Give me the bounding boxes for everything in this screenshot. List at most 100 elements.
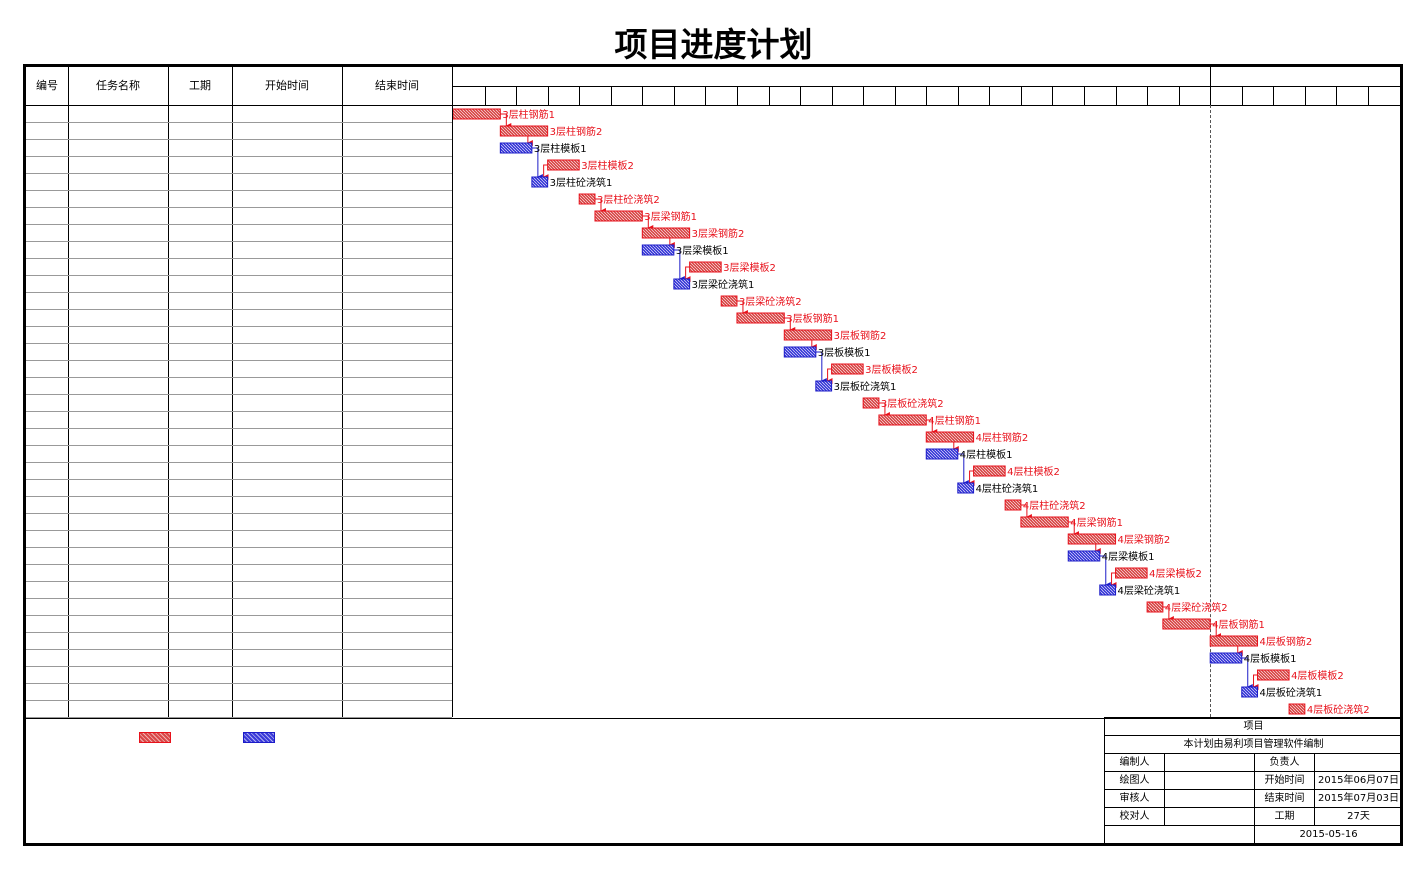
task-id[interactable]: [29, 344, 67, 361]
task-start[interactable]: [232, 565, 342, 582]
task-start[interactable]: [232, 480, 342, 497]
task-end[interactable]: [342, 616, 452, 633]
task-end[interactable]: [342, 208, 452, 225]
task-duration[interactable]: [168, 293, 229, 310]
task-duration[interactable]: [168, 650, 229, 667]
task-start[interactable]: [232, 293, 342, 310]
task-id[interactable]: [29, 259, 67, 276]
task-duration[interactable]: [168, 174, 229, 191]
task-id[interactable]: [29, 497, 67, 514]
task-start[interactable]: [232, 667, 342, 684]
task-duration[interactable]: [168, 633, 229, 650]
column-header-3[interactable]: 开始时间: [265, 79, 309, 92]
task-duration[interactable]: [168, 191, 229, 208]
task-id[interactable]: [29, 361, 67, 378]
task-name[interactable]: [73, 599, 167, 616]
task-start[interactable]: [232, 395, 342, 412]
task-start[interactable]: [232, 514, 342, 531]
column-header-0[interactable]: 编号: [36, 79, 58, 92]
task-id[interactable]: [29, 225, 67, 242]
task-end[interactable]: [342, 582, 452, 599]
task-start[interactable]: [232, 463, 342, 480]
task-end[interactable]: [342, 140, 452, 157]
task-start[interactable]: [232, 599, 342, 616]
task-end[interactable]: [342, 378, 452, 395]
task-id[interactable]: [29, 582, 67, 599]
task-end[interactable]: [342, 667, 452, 684]
task-end[interactable]: [342, 650, 452, 667]
task-name[interactable]: [73, 242, 167, 259]
task-name[interactable]: [73, 582, 167, 599]
task-end[interactable]: [342, 225, 452, 242]
task-start[interactable]: [232, 140, 342, 157]
task-name[interactable]: [73, 310, 167, 327]
task-duration[interactable]: [168, 310, 229, 327]
task-id[interactable]: [29, 395, 67, 412]
task-end[interactable]: [342, 242, 452, 259]
task-duration[interactable]: [168, 616, 229, 633]
task-id[interactable]: [29, 123, 67, 140]
task-id[interactable]: [29, 106, 67, 123]
task-id[interactable]: [29, 208, 67, 225]
task-id[interactable]: [29, 157, 67, 174]
task-id[interactable]: [29, 446, 67, 463]
task-end[interactable]: [342, 497, 452, 514]
task-id[interactable]: [29, 242, 67, 259]
task-id[interactable]: [29, 531, 67, 548]
task-duration[interactable]: [168, 599, 229, 616]
task-id[interactable]: [29, 174, 67, 191]
task-name[interactable]: [73, 667, 167, 684]
task-start[interactable]: [232, 582, 342, 599]
task-end[interactable]: [342, 531, 452, 548]
task-start[interactable]: [232, 344, 342, 361]
task-name[interactable]: [73, 344, 167, 361]
task-duration[interactable]: [168, 242, 229, 259]
task-start[interactable]: [232, 412, 342, 429]
task-end[interactable]: [342, 633, 452, 650]
task-id[interactable]: [29, 599, 67, 616]
task-start[interactable]: [232, 446, 342, 463]
task-duration[interactable]: [168, 531, 229, 548]
task-start[interactable]: [232, 242, 342, 259]
task-name[interactable]: [73, 361, 167, 378]
task-name[interactable]: [73, 157, 167, 174]
task-id[interactable]: [29, 650, 67, 667]
task-id[interactable]: [29, 140, 67, 157]
task-start[interactable]: [232, 378, 342, 395]
task-name[interactable]: [73, 225, 167, 242]
task-start[interactable]: [232, 429, 342, 446]
task-end[interactable]: [342, 174, 452, 191]
task-duration[interactable]: [168, 565, 229, 582]
task-duration[interactable]: [168, 446, 229, 463]
task-start[interactable]: [232, 276, 342, 293]
task-duration[interactable]: [168, 208, 229, 225]
task-name[interactable]: [73, 429, 167, 446]
task-id[interactable]: [29, 191, 67, 208]
task-id[interactable]: [29, 684, 67, 701]
task-duration[interactable]: [168, 157, 229, 174]
task-start[interactable]: [232, 327, 342, 344]
task-name[interactable]: [73, 293, 167, 310]
task-duration[interactable]: [168, 514, 229, 531]
task-name[interactable]: [73, 616, 167, 633]
task-duration[interactable]: [168, 276, 229, 293]
task-end[interactable]: [342, 412, 452, 429]
task-id[interactable]: [29, 378, 67, 395]
task-name[interactable]: [73, 463, 167, 480]
task-duration[interactable]: [168, 480, 229, 497]
task-start[interactable]: [232, 310, 342, 327]
task-end[interactable]: [342, 446, 452, 463]
task-end[interactable]: [342, 565, 452, 582]
task-name[interactable]: [73, 701, 167, 718]
task-duration[interactable]: [168, 361, 229, 378]
task-name[interactable]: [73, 684, 167, 701]
task-id[interactable]: [29, 310, 67, 327]
task-start[interactable]: [232, 616, 342, 633]
column-header-1[interactable]: 任务名称: [96, 79, 140, 92]
task-id[interactable]: [29, 701, 67, 718]
task-name[interactable]: [73, 174, 167, 191]
task-start[interactable]: [232, 174, 342, 191]
task-end[interactable]: [342, 259, 452, 276]
task-name[interactable]: [73, 548, 167, 565]
task-name[interactable]: [73, 378, 167, 395]
